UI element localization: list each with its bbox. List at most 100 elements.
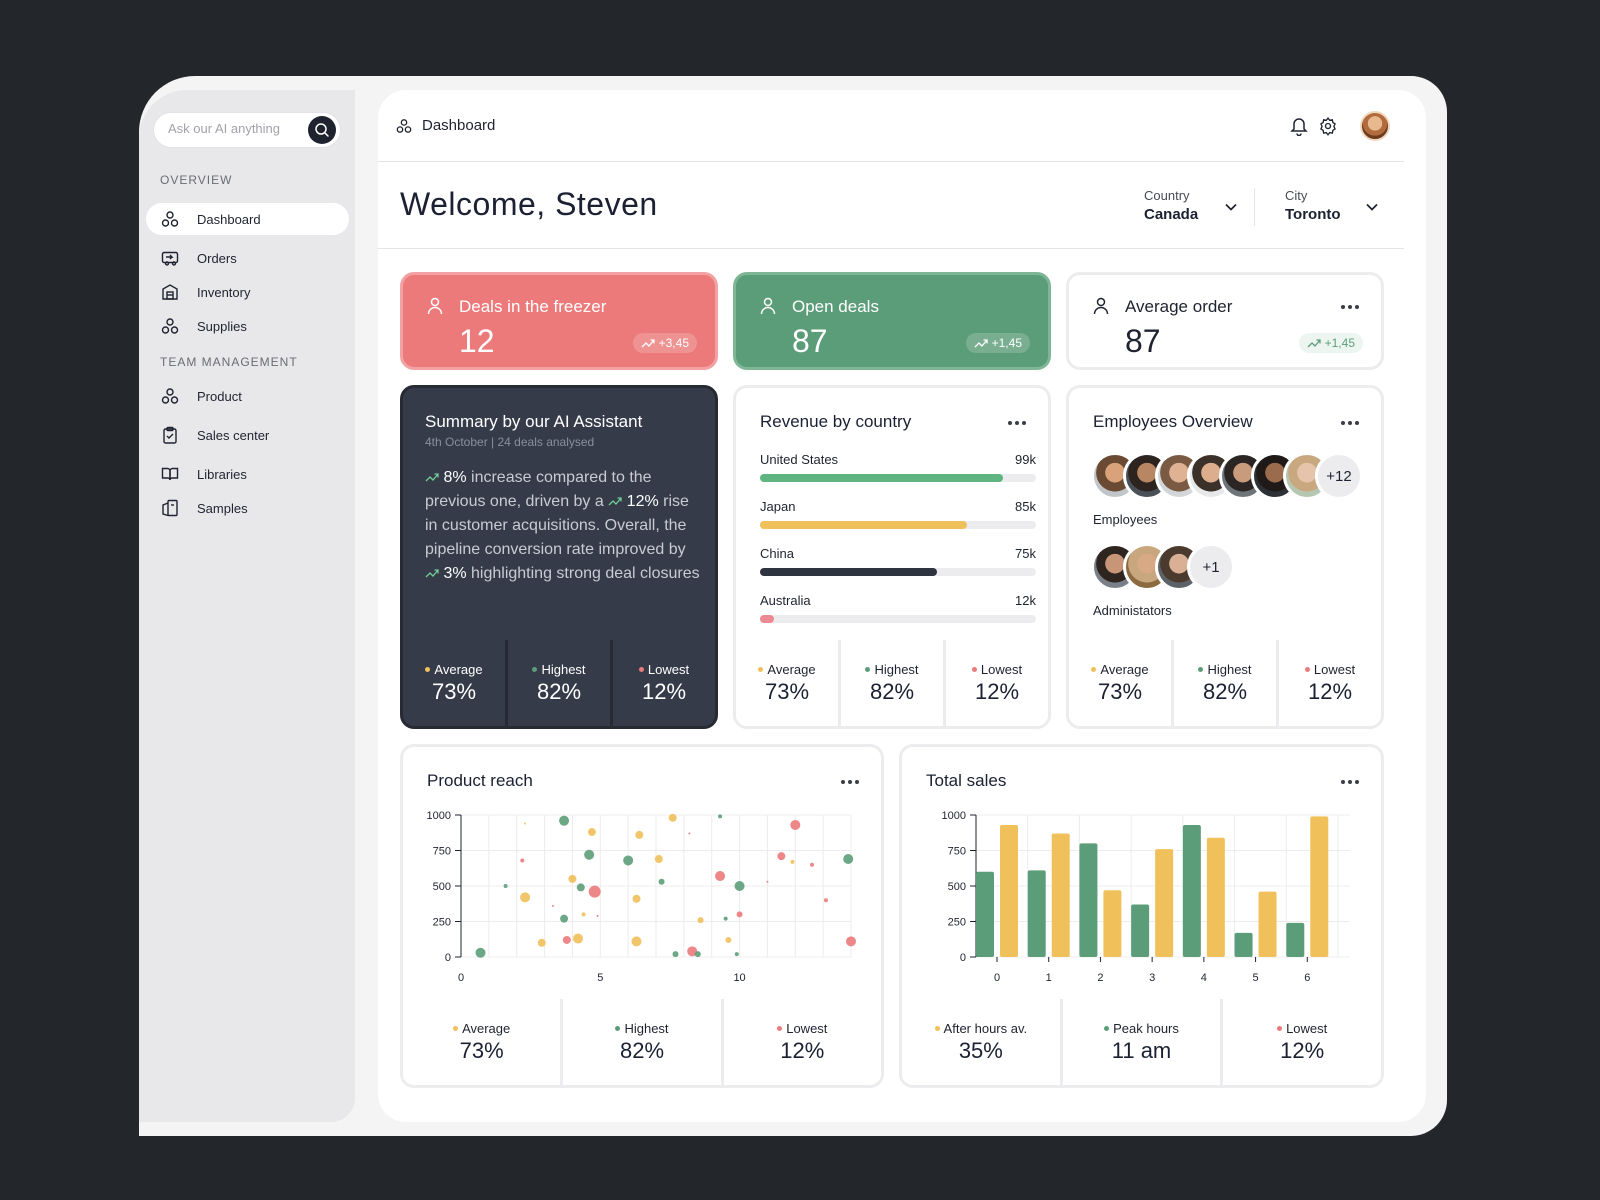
stat-label: Highest xyxy=(624,1020,669,1036)
y-tick-label: 1000 xyxy=(427,810,451,822)
kpi-change: +3,45 xyxy=(658,336,689,350)
stat-value: 82% xyxy=(536,678,582,704)
more-options-button[interactable] xyxy=(841,780,859,784)
more-options-button[interactable] xyxy=(1008,421,1026,425)
trend-up-icon xyxy=(641,339,655,348)
user-icon xyxy=(1093,297,1109,315)
clipboard-icon xyxy=(160,425,180,445)
employees-label: Employees xyxy=(1093,512,1158,527)
notifications-button[interactable] xyxy=(1288,115,1310,137)
product-reach-title: Product reach xyxy=(427,771,533,790)
ai-text-part: increase compared to the previous one, d… xyxy=(425,469,652,510)
kpi-change-badge: +1,45 xyxy=(1298,333,1363,353)
employees-more-badge[interactable]: +12 xyxy=(1315,452,1363,500)
search-button[interactable] xyxy=(308,116,336,144)
stat-value: 12% xyxy=(780,1037,825,1063)
admins-more-badge[interactable]: +1 xyxy=(1187,543,1235,591)
user-icon xyxy=(760,297,776,315)
country-label: Country xyxy=(1144,188,1190,203)
sidebar-item-supplies[interactable]: Supplies xyxy=(146,310,349,342)
scatter-point xyxy=(823,898,828,903)
y-tick-label: 500 xyxy=(433,881,451,893)
scatter-point xyxy=(503,884,508,888)
orders-icon xyxy=(160,248,180,268)
book-icon xyxy=(160,464,180,484)
y-tick-label: 250 xyxy=(433,917,451,929)
ai-search-input[interactable] xyxy=(168,121,298,136)
inventory-icon xyxy=(160,282,180,302)
admins-label: Administators xyxy=(1093,603,1172,618)
scatter-point xyxy=(524,822,527,825)
ai-search xyxy=(153,112,341,148)
kpi-card-average-order[interactable]: Average order 87 +1,45 xyxy=(1066,272,1384,370)
scatter-point xyxy=(766,880,769,883)
city-selector[interactable]: City Toronto xyxy=(1285,188,1378,223)
sidebar-item-sales-center[interactable]: Sales center xyxy=(146,419,349,451)
x-tick-label: 0 xyxy=(458,972,464,984)
stat-value: 73% xyxy=(431,678,477,704)
trend-up-icon xyxy=(1307,339,1321,348)
stat-label: Highest xyxy=(874,661,919,677)
scatter-point xyxy=(562,935,571,944)
sidebar-item-label: Inventory xyxy=(197,284,251,300)
sidebar-item-orders[interactable]: Orders xyxy=(146,242,349,274)
stat-value: 73% xyxy=(764,678,810,704)
settings-button[interactable] xyxy=(1317,115,1339,137)
stat-value: 82% xyxy=(869,678,915,704)
stat-value: 11 am xyxy=(1111,1037,1172,1063)
sidebar-item-product[interactable]: Product xyxy=(146,380,349,412)
scatter-point xyxy=(537,938,546,947)
scatter-point xyxy=(790,859,795,864)
product-icon xyxy=(160,386,180,406)
kpi-card-freezer[interactable]: Deals in the freezer 12 +3,45 xyxy=(400,272,718,370)
country-selector[interactable]: Country Canada xyxy=(1144,188,1237,223)
scatter-point xyxy=(668,813,677,822)
stat-label: Highest xyxy=(541,661,586,677)
bar xyxy=(1000,824,1018,957)
scatter-point xyxy=(623,855,634,866)
stat-lowest: Lowest 12% xyxy=(1279,640,1381,726)
ai-pct-conversion: 3% xyxy=(443,565,467,582)
trend-up-icon xyxy=(425,473,439,482)
user-avatar[interactable] xyxy=(1360,111,1390,141)
revenue-value: 12k xyxy=(1015,593,1036,608)
kpi-card-open-deals[interactable]: Open deals 87 +1,45 xyxy=(733,272,1051,370)
stat-value: 12% xyxy=(974,678,1020,704)
breadcrumb-label: Dashboard xyxy=(422,117,496,134)
revenue-title: Revenue by country xyxy=(760,412,912,431)
more-options-button[interactable] xyxy=(1341,780,1359,784)
stat-highest: Highest 82% xyxy=(841,640,943,726)
more-options-button[interactable] xyxy=(1341,421,1359,425)
stat-highest: Highest 82% xyxy=(508,640,610,726)
stats-row: Average 73% Highest 82% Lowest 12% xyxy=(1069,640,1381,726)
chevron-down-icon xyxy=(1366,203,1378,211)
admins-avatars[interactable]: +1 xyxy=(1091,543,1235,591)
filter-divider xyxy=(1254,188,1255,226)
top-bar xyxy=(378,90,1404,162)
x-tick-label: 1 xyxy=(1046,972,1052,984)
sidebar-item-dashboard[interactable]: Dashboard xyxy=(146,203,349,235)
sidebar-item-libraries[interactable]: Libraries xyxy=(146,458,349,490)
revenue-value: 75k xyxy=(1015,546,1036,561)
scatter-point xyxy=(672,951,679,958)
sidebar-item-samples[interactable]: Samples xyxy=(146,492,349,524)
scatter-point xyxy=(631,936,642,947)
stats-row: Average 73% Highest 82% Lowest 12% xyxy=(403,999,881,1085)
scatter-point xyxy=(790,819,801,830)
bar xyxy=(1155,849,1174,957)
sidebar-item-label: Product xyxy=(197,388,242,404)
scatter-point xyxy=(475,947,486,958)
employees-avatars[interactable]: +12 xyxy=(1091,452,1363,500)
y-tick-label: 0 xyxy=(445,952,451,964)
scatter-point xyxy=(654,855,663,864)
ai-text-part: highlighting strong deal closures xyxy=(466,565,700,582)
breadcrumb[interactable]: Dashboard xyxy=(396,117,495,134)
scatter-point xyxy=(559,815,570,826)
x-tick-label: 5 xyxy=(1253,972,1259,984)
bar xyxy=(1051,833,1070,957)
kpi-change: +1,45 xyxy=(1324,336,1355,350)
more-options-button[interactable] xyxy=(1341,305,1359,309)
ai-summary-card: Summary by our AI Assistant 4th October … xyxy=(400,385,718,729)
trend-up-icon xyxy=(974,339,988,348)
sidebar-item-inventory[interactable]: Inventory xyxy=(146,276,349,308)
